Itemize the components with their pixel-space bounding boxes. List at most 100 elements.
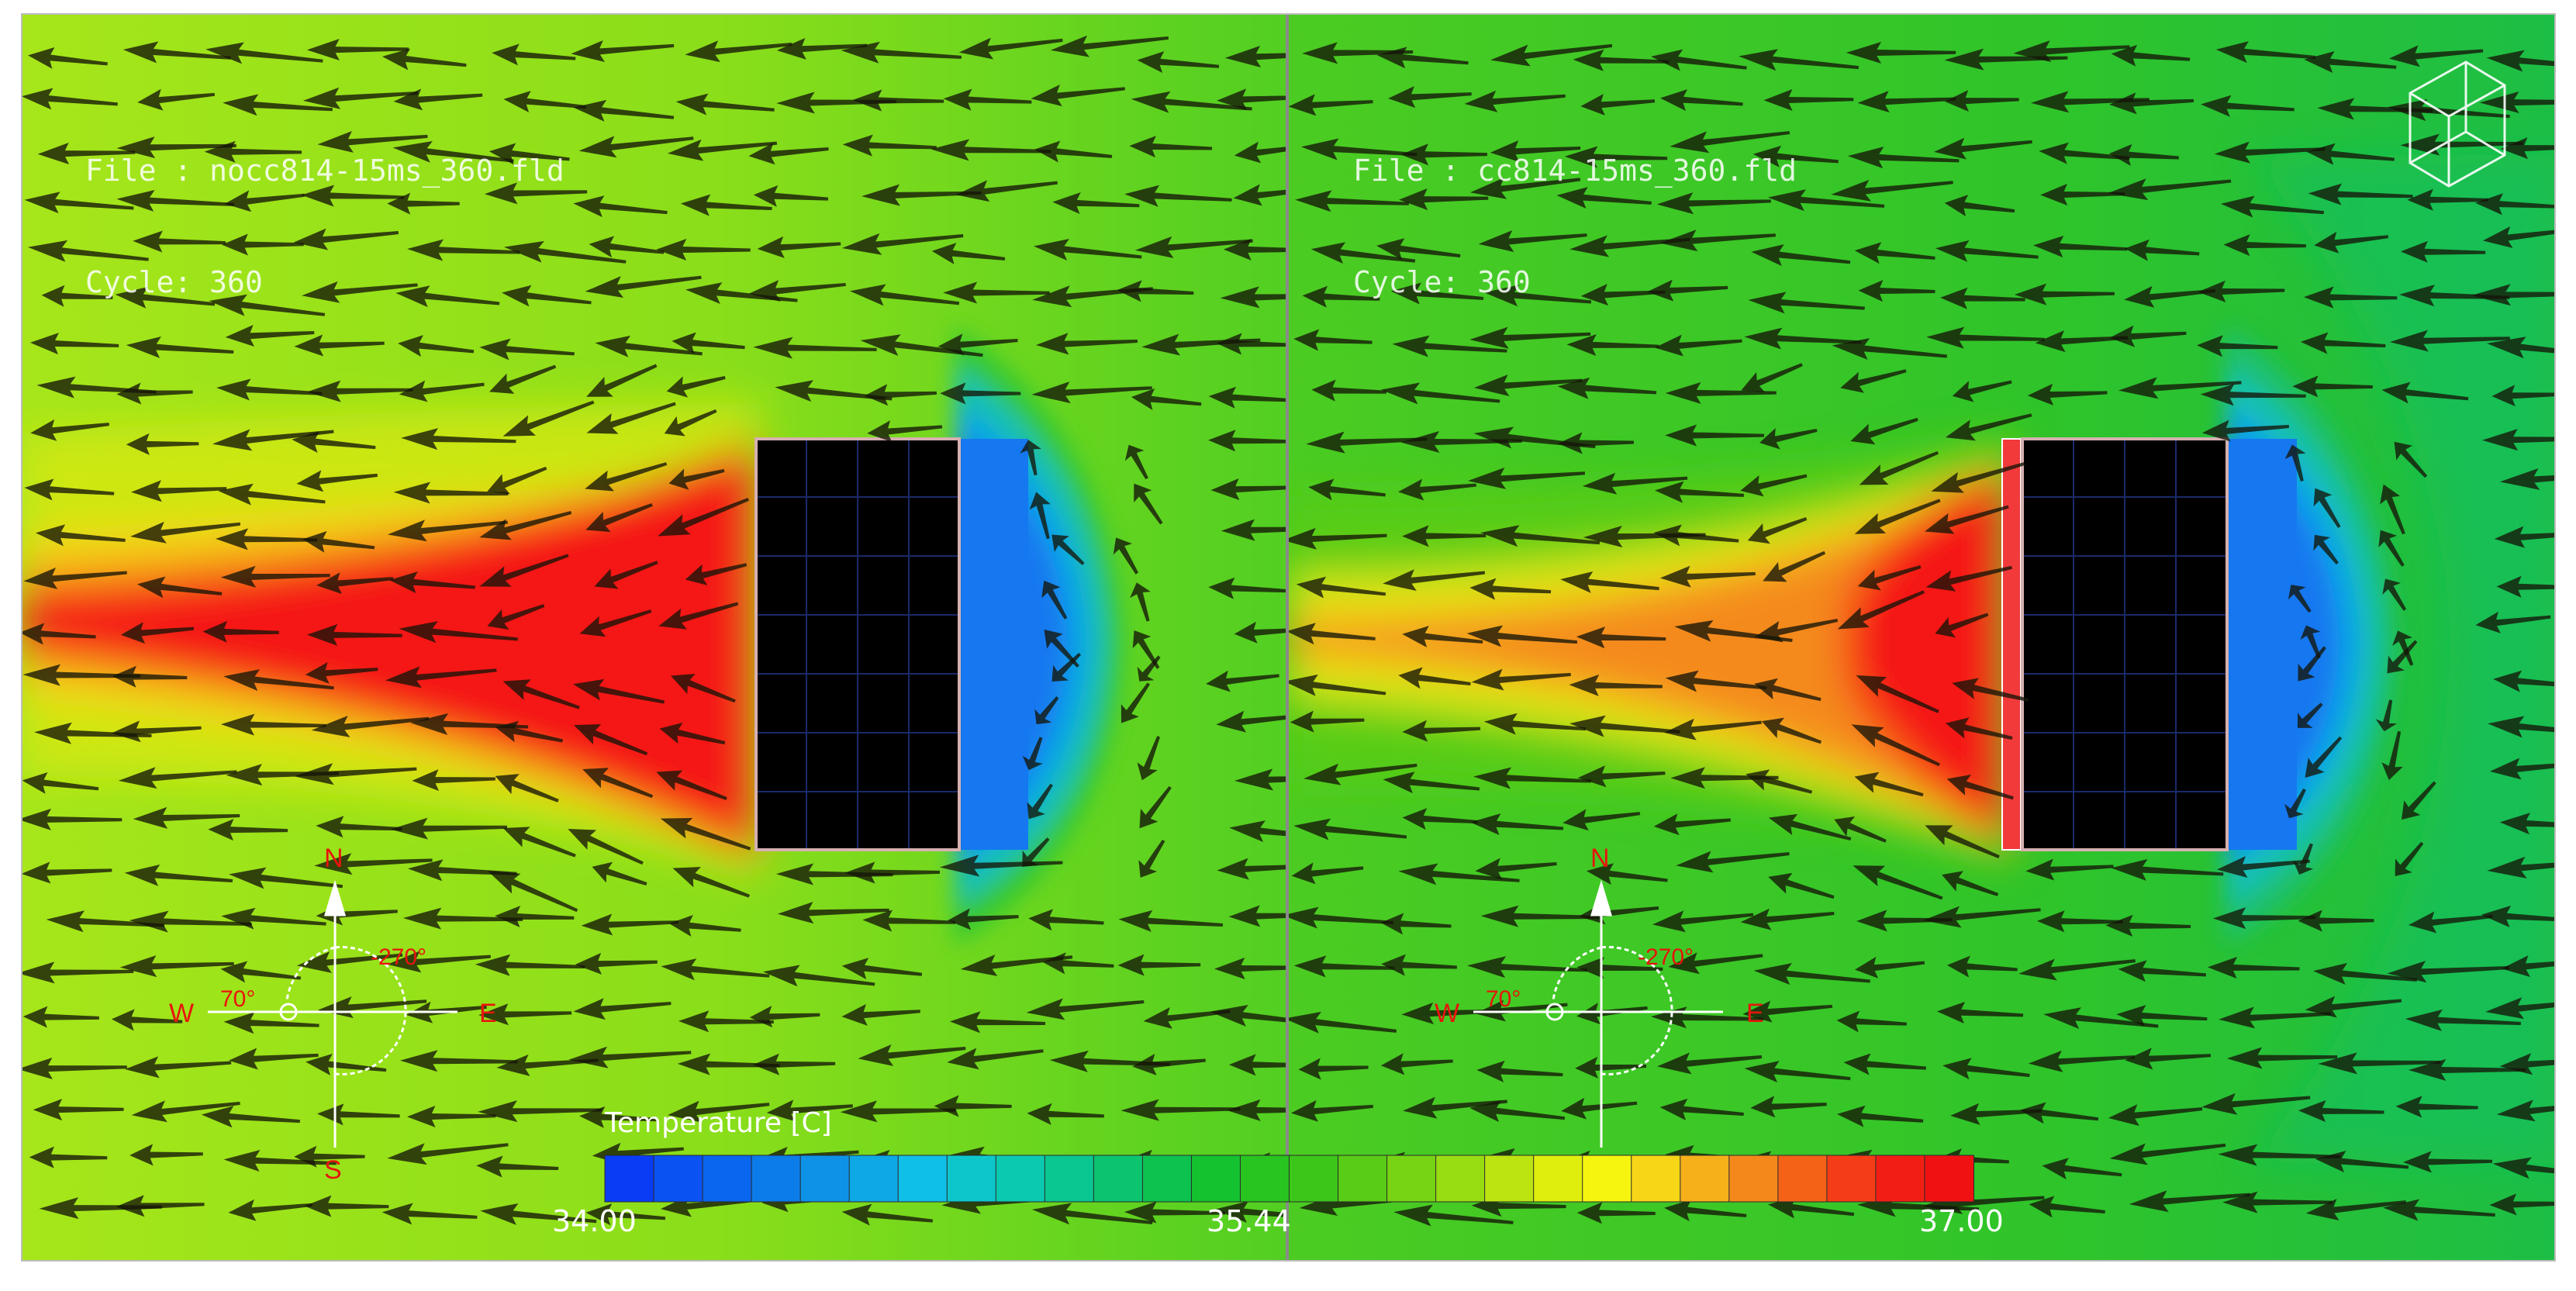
wind-arrow-icon	[2488, 716, 2555, 738]
wind-arrow-icon	[1308, 478, 1386, 501]
wind-arrow-icon	[1132, 630, 1160, 669]
wind-arrow-icon	[1926, 326, 2045, 349]
wind-arrow-icon	[301, 185, 405, 207]
wind-arrow-icon	[1289, 1011, 1397, 1034]
wind-arrow-icon	[22, 664, 140, 686]
wind-arrow-icon	[22, 861, 112, 884]
wind-arrow-icon	[2487, 856, 2555, 879]
wind-arrow-icon	[1469, 1100, 1566, 1123]
wind-arrow-icon	[314, 853, 433, 875]
wind-arrow-icon	[205, 42, 323, 64]
left-compass-north: N	[324, 844, 344, 873]
wind-arrow-icon	[841, 1203, 933, 1226]
color-bar-segment	[1582, 1155, 1632, 1203]
wind-arrow-icon	[126, 433, 199, 455]
wind-arrow-icon	[1020, 440, 1041, 476]
wind-arrow-icon	[943, 281, 1050, 304]
wind-arrow-icon	[495, 906, 575, 928]
wind-arrow-icon	[201, 1106, 300, 1128]
wind-arrow-icon	[1143, 1006, 1231, 1029]
wind-arrow-icon	[220, 713, 326, 736]
color-bar-segment	[751, 1155, 802, 1203]
wind-arrow-icon	[1576, 627, 1666, 649]
wind-arrow-icon	[1051, 652, 1082, 682]
wind-arrow-icon	[2305, 996, 2402, 1018]
wind-arrow-icon	[947, 1048, 1044, 1070]
wind-arrow-icon	[116, 136, 237, 159]
wind-arrow-icon	[1480, 905, 1599, 927]
wind-arrow-icon	[399, 380, 485, 402]
left-wind-vectors	[22, 35, 1286, 1226]
wind-arrow-icon	[202, 620, 279, 643]
wind-arrow-icon	[1744, 327, 1862, 350]
wind-arrow-icon	[2485, 997, 2555, 1020]
wind-arrow-icon	[478, 1003, 572, 1026]
wind-arrow-icon	[1049, 1050, 1171, 1072]
left-file-line: File : nocc814-15ms_360.fld	[85, 154, 565, 188]
wind-arrow-icon	[2471, 284, 2555, 306]
wind-arrow-icon	[1034, 696, 1059, 725]
wind-arrow-icon	[131, 1100, 240, 1123]
wind-arrow-icon	[757, 236, 841, 258]
wind-arrow-icon	[399, 621, 518, 644]
wind-arrow-icon	[1208, 430, 1286, 452]
figure-frame	[21, 13, 2556, 1262]
wind-arrow-icon	[2298, 646, 2326, 682]
wind-arrow-icon	[1480, 525, 1601, 547]
wind-arrow-icon	[2305, 736, 2343, 778]
wind-arrow-icon	[658, 602, 739, 630]
wind-arrow-icon	[1668, 952, 1763, 975]
wind-arrow-icon	[1665, 381, 1777, 404]
wind-arrow-icon	[667, 139, 778, 161]
wind-arrow-icon	[204, 140, 302, 163]
wind-arrow-icon	[840, 1100, 956, 1123]
wind-arrow-icon	[2042, 1158, 2122, 1180]
wind-arrow-icon	[311, 716, 430, 737]
wind-arrow-icon	[228, 1199, 313, 1221]
wind-arrow-icon	[1390, 282, 1484, 305]
wind-arrow-icon	[118, 767, 237, 789]
wind-arrow-icon	[1132, 1053, 1206, 1075]
wind-arrow-icon	[395, 285, 500, 308]
wind-arrow-icon	[1753, 963, 1870, 986]
wind-arrow-icon	[1569, 715, 1680, 737]
wind-arrow-icon	[766, 1099, 853, 1122]
wind-arrow-icon	[1657, 1052, 1763, 1075]
wind-arrow-icon	[401, 428, 516, 450]
wind-arrow-icon	[1576, 957, 1663, 979]
wind-arrow-icon	[852, 89, 944, 112]
wind-arrow-icon	[2118, 960, 2207, 982]
wind-arrow-icon	[1922, 906, 2041, 928]
wind-arrow-icon	[2108, 1104, 2203, 1127]
wind-arrow-icon	[1925, 825, 2000, 859]
wind-arrow-icon	[1945, 717, 2013, 740]
right-panel-field	[1289, 14, 2555, 1261]
color-bar-segment	[1190, 1155, 1241, 1203]
wind-arrow-icon	[1859, 450, 1939, 485]
wind-arrow-icon	[495, 774, 559, 803]
wind-arrow-icon	[2494, 526, 2555, 548]
wind-arrow-icon	[1310, 242, 1416, 264]
left-compass-angle-70: 70°	[220, 986, 256, 1012]
wind-arrow-icon	[479, 511, 572, 540]
wind-arrow-icon	[2029, 1196, 2105, 1218]
wind-arrow-icon	[1946, 774, 2014, 800]
wind-arrow-icon	[841, 41, 962, 64]
wind-arrow-icon	[1484, 285, 1592, 307]
wind-arrow-icon	[412, 769, 496, 792]
wind-arrow-icon	[1398, 667, 1471, 689]
wind-arrow-icon	[1742, 1000, 1833, 1023]
wind-arrow-icon	[2036, 910, 2123, 933]
wind-arrow-icon	[1577, 765, 1666, 788]
color-bar-segment	[1093, 1155, 1144, 1203]
color-bar-segment	[1680, 1155, 1730, 1203]
wind-arrow-icon	[1931, 462, 2025, 493]
color-bar-segment	[848, 1155, 900, 1203]
wind-arrow-icon	[2491, 385, 2555, 407]
wind-arrow-icon	[939, 854, 1063, 877]
wind-arrow-icon	[123, 41, 231, 64]
wind-arrow-icon	[1659, 230, 1777, 252]
wind-arrow-icon	[2489, 1193, 2555, 1216]
wind-arrow-icon	[841, 958, 923, 980]
wind-arrow-icon	[1664, 1200, 1747, 1221]
